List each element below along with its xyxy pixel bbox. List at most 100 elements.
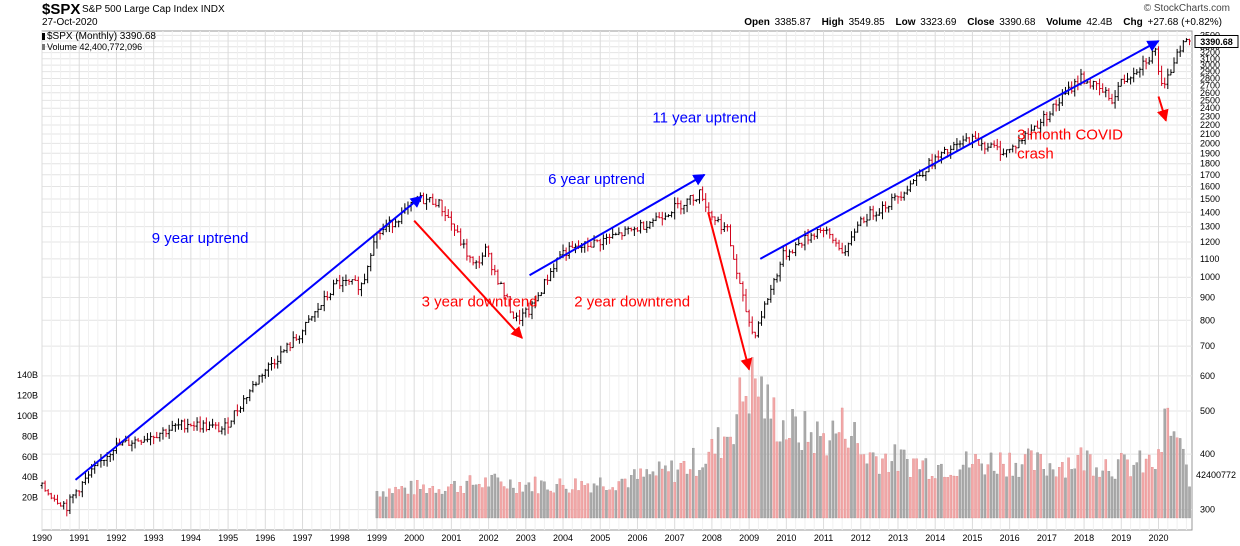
price-bar [1141, 55, 1145, 76]
volume-bar [915, 458, 918, 519]
year-tick-label: 1998 [330, 533, 350, 543]
price-tick-label: 1000 [1200, 272, 1220, 282]
volume-bar [630, 475, 633, 519]
price-bar [679, 200, 683, 215]
price-bar [46, 489, 50, 496]
price-bar [397, 220, 401, 228]
price-bar [943, 146, 946, 155]
volume-bar [502, 486, 506, 519]
price-bar [800, 242, 804, 248]
volume-bar [747, 413, 751, 519]
price-bar [1091, 80, 1095, 90]
low-value: 3323.69 [920, 17, 957, 28]
price-bar [930, 153, 934, 170]
volume-value: 42.4B [1086, 17, 1113, 28]
volume-bar [471, 484, 475, 519]
price-bar [868, 206, 872, 221]
price-tick-label: 2000 [1200, 138, 1220, 148]
volume-bar [611, 487, 614, 519]
price-bar [223, 418, 227, 436]
price-bar [980, 138, 984, 151]
price-bar [673, 197, 677, 220]
price-bar [242, 395, 245, 412]
volume-bar [1166, 407, 1170, 519]
volume-bar [902, 449, 906, 519]
volume-bar [983, 474, 987, 519]
volume-bar [465, 480, 469, 519]
volume-bar [875, 456, 878, 519]
price-bar [874, 211, 878, 222]
price-bar [688, 195, 692, 205]
price-bar [434, 198, 438, 208]
volume-bar [741, 401, 745, 519]
stockcharts-logo[interactable]: © StockCharts.com [1143, 3, 1230, 14]
volume-bar [1014, 462, 1018, 519]
price-bar [245, 396, 249, 404]
price-bar [56, 494, 59, 505]
price-bar [877, 208, 881, 216]
price-bar [204, 417, 208, 432]
year-tick-label: 2010 [776, 533, 796, 543]
volume-bar [974, 454, 977, 519]
price-bar [1098, 78, 1101, 96]
price-tick-label: 900 [1200, 293, 1215, 303]
price-bar [260, 373, 264, 383]
price-bar [363, 273, 366, 285]
volume-bar [586, 483, 590, 519]
volume-bar [927, 478, 931, 519]
volume-bar [1098, 476, 1101, 519]
price-bar [791, 249, 794, 254]
price-tick-label: 500 [1200, 406, 1215, 416]
price-bar [998, 140, 1002, 161]
price-bar [775, 273, 779, 283]
volume-bar [552, 492, 555, 519]
volume-bar [490, 474, 493, 519]
volume-bar [955, 476, 959, 519]
price-bar [43, 480, 47, 492]
price-bar [617, 227, 621, 236]
price-bar [496, 269, 500, 285]
volume-bar [692, 447, 695, 519]
volume-bar [1188, 486, 1191, 519]
year-tick-label: 2003 [516, 533, 536, 543]
volume-bar [1182, 448, 1185, 519]
volume-bar [859, 454, 863, 519]
price-bar [915, 174, 918, 186]
price-bar [387, 216, 391, 233]
annotation-label: 11 year uptrend [652, 109, 756, 126]
volume-bar [1126, 459, 1129, 519]
price-bar [719, 214, 723, 235]
high-value: 3549.85 [848, 17, 885, 28]
price-bar [53, 494, 56, 502]
price-bar [1045, 111, 1049, 127]
volume-bar [1175, 437, 1179, 519]
price-bar [757, 321, 760, 338]
volume-bar [816, 421, 819, 519]
volume-bar [1051, 469, 1055, 519]
volume-bar [723, 436, 726, 519]
chg-value: +27.68 (+0.82%) [1147, 17, 1223, 28]
volume-bar [564, 488, 568, 519]
volume-bar [533, 476, 537, 519]
price-bar [84, 472, 87, 485]
volume-bar [1147, 454, 1151, 519]
volume-tick-label: 120B [17, 391, 38, 401]
year-tick-label: 1990 [32, 533, 52, 543]
price-bar [87, 471, 90, 484]
volume-bar [1151, 467, 1154, 519]
price-bar [267, 362, 270, 377]
price-bar [381, 223, 385, 236]
price-bar [846, 242, 850, 257]
price-bar [601, 234, 605, 250]
price-bar [608, 233, 611, 244]
year-tick-label: 1992 [106, 533, 126, 543]
price-bar [512, 311, 515, 319]
volume-bar [400, 486, 404, 519]
price-bar [744, 288, 748, 313]
price-bar [896, 195, 900, 204]
price-bar [1172, 57, 1176, 73]
volume-bar [775, 441, 779, 519]
volume-bar [636, 478, 639, 519]
volume-bar [450, 484, 453, 519]
price-bar [372, 236, 376, 256]
